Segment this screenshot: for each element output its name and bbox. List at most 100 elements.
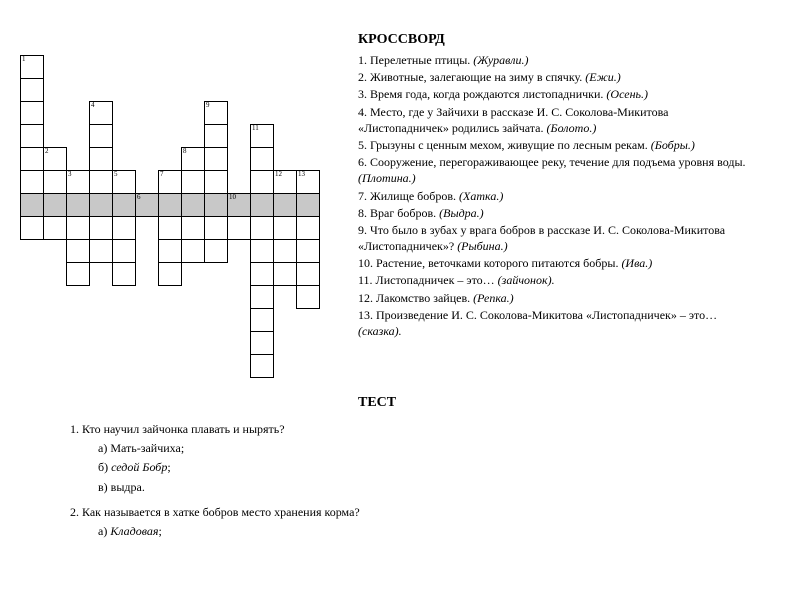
clue-answer: (Рыбина.) — [457, 239, 507, 253]
clue-answer: (Ива.) — [621, 256, 652, 270]
crossword-cell — [21, 171, 44, 194]
crossword-cell — [67, 217, 90, 240]
cell-number: 3 — [68, 171, 72, 178]
crossword-cell — [251, 309, 274, 332]
cell-number: 2 — [45, 148, 49, 155]
clue-answer: (Журавли.) — [473, 53, 528, 67]
crossword-cell — [21, 148, 44, 171]
crossword-title: КРОССВОРД — [358, 32, 445, 48]
cell-number: 1 — [22, 56, 26, 63]
clue: 4. Место, где у Зайчихи в рассказе И. С.… — [358, 104, 758, 136]
crossword-cell — [251, 194, 274, 217]
clue-answer: (Плотина.) — [358, 171, 416, 185]
crossword-cell — [297, 194, 320, 217]
crossword-cell — [44, 194, 67, 217]
crossword-cell — [21, 217, 44, 240]
clue-answer: (Осень.) — [606, 87, 648, 101]
clue-answer: (Ежи.) — [585, 70, 620, 84]
crossword-cell — [251, 332, 274, 355]
crossword-cell: 2 — [44, 148, 67, 171]
crossword-cell — [90, 240, 113, 263]
crossword-cell — [297, 240, 320, 263]
crossword-cell — [67, 263, 90, 286]
cell-number: 12 — [275, 171, 282, 178]
crossword-cell — [90, 217, 113, 240]
crossword-cell — [159, 240, 182, 263]
crossword-cell — [113, 263, 136, 286]
clue: 13. Произведение И. С. Соколова-Микитова… — [358, 307, 758, 339]
clue: 3. Время года, когда рождаются листопадн… — [358, 86, 758, 102]
cell-number: 10 — [229, 194, 236, 201]
crossword-cell — [159, 217, 182, 240]
crossword-cell — [251, 263, 274, 286]
cell-number: 13 — [298, 171, 305, 178]
crossword-cell — [159, 263, 182, 286]
q1-a: а) Мать-зайчиха; — [70, 439, 720, 458]
crossword-cell — [205, 148, 228, 171]
crossword-cell — [251, 240, 274, 263]
crossword-cell — [113, 194, 136, 217]
crossword-cell — [182, 194, 205, 217]
clue-answer: (сказка). — [358, 324, 402, 338]
crossword-cell — [90, 171, 113, 194]
crossword-cell: 1 — [21, 56, 44, 79]
crossword-cell: 10 — [228, 194, 251, 217]
crossword-cell — [205, 240, 228, 263]
clue: 9. Что было в зубах у врага бобров в рас… — [358, 222, 758, 254]
q2-a-pre: а) — [98, 524, 110, 538]
crossword-cell — [251, 217, 274, 240]
q2: 2. Как называется в хатке бобров место х… — [70, 503, 720, 522]
crossword-cell — [228, 217, 251, 240]
crossword-cell — [251, 148, 274, 171]
q2-a-post: ; — [158, 524, 161, 538]
crossword-cell: 6 — [136, 194, 159, 217]
crossword-cell — [182, 240, 205, 263]
crossword-cell — [113, 217, 136, 240]
crossword-grid: 14911283571213610 — [20, 55, 365, 378]
q1-c: в) выдра. — [70, 478, 720, 497]
crossword-cell — [251, 355, 274, 378]
crossword-cell — [251, 286, 274, 309]
clue: 12. Лакомство зайцев. (Репка.) — [358, 290, 758, 306]
clue: 10. Растение, веточками которого питаютс… — [358, 255, 758, 271]
q1-b-pre: б) — [98, 460, 111, 474]
crossword-cell: 13 — [297, 171, 320, 194]
crossword-cell — [274, 217, 297, 240]
clue: 6. Сооружение, перегораживающее реку, те… — [358, 154, 758, 186]
q2-a-em: Кладовая — [110, 524, 158, 538]
crossword-cell: 12 — [274, 171, 297, 194]
crossword-cell — [297, 286, 320, 309]
q2-a: а) Кладовая; — [70, 522, 720, 541]
crossword-cell: 11 — [251, 125, 274, 148]
crossword-cell — [251, 171, 274, 194]
cell-number: 7 — [160, 171, 164, 178]
crossword-cell: 9 — [205, 102, 228, 125]
crossword-cell — [90, 125, 113, 148]
clue-answer: (Болото.) — [547, 121, 597, 135]
crossword-cell — [205, 217, 228, 240]
cell-number: 8 — [183, 148, 187, 155]
crossword-cell — [297, 263, 320, 286]
cell-number: 11 — [252, 125, 259, 132]
crossword-cell — [67, 194, 90, 217]
crossword-cell: 4 — [90, 102, 113, 125]
crossword-cell — [113, 240, 136, 263]
crossword-cell — [67, 240, 90, 263]
crossword-cell — [274, 263, 297, 286]
q1-b-em: седой Бобр — [111, 460, 167, 474]
crossword-cell — [274, 194, 297, 217]
crossword-cell: 8 — [182, 148, 205, 171]
clue-answer: (Хатка.) — [459, 189, 503, 203]
clue-list: 1. Перелетные птицы. (Журавли.)2. Животн… — [358, 52, 758, 340]
crossword-cell — [297, 217, 320, 240]
cell-number: 4 — [91, 102, 95, 109]
clue-answer: (Бобры.) — [651, 138, 695, 152]
q1-b-post: ; — [167, 460, 170, 474]
crossword-cell: 3 — [67, 171, 90, 194]
crossword-cell — [182, 217, 205, 240]
crossword-cell — [90, 148, 113, 171]
crossword-cell — [21, 102, 44, 125]
cell-number: 6 — [137, 194, 141, 201]
clue-answer: (Выдра.) — [439, 206, 484, 220]
crossword-cell — [159, 194, 182, 217]
